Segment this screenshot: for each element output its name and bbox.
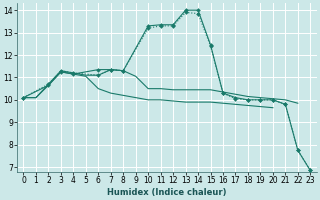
- X-axis label: Humidex (Indice chaleur): Humidex (Indice chaleur): [107, 188, 227, 197]
